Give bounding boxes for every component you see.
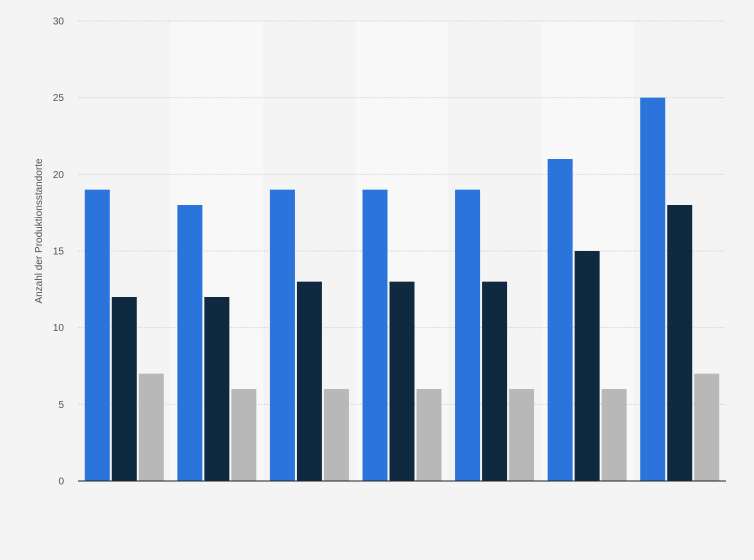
bars [84, 97, 720, 482]
y-axis-title: Anzahl der Produktionsstandorte [34, 158, 45, 304]
bar [231, 389, 257, 481]
y-axis-ticks: 0 5 10 15 20 25 30 [53, 17, 65, 488]
y-tick-label: 30 [53, 17, 65, 28]
bar [482, 281, 508, 481]
bar [84, 189, 110, 481]
bar [204, 297, 230, 481]
bar [416, 389, 442, 481]
bar [640, 97, 666, 482]
bar [177, 205, 203, 481]
bar [362, 189, 388, 481]
y-tick-label: 0 [58, 477, 64, 488]
bar [455, 189, 481, 481]
bar [389, 281, 415, 481]
bar [694, 373, 720, 481]
y-tick-label: 15 [53, 247, 65, 258]
bar [323, 389, 349, 481]
y-tick-label: 25 [53, 93, 65, 104]
y-tick-label: 5 [58, 400, 64, 411]
bar [574, 251, 600, 481]
y-tick-label: 10 [53, 323, 65, 334]
bar [111, 297, 137, 481]
y-tick-label: 20 [53, 170, 65, 181]
bar [509, 389, 535, 481]
bar [667, 205, 693, 481]
bar [547, 159, 573, 481]
bar [601, 389, 627, 481]
bar [296, 281, 322, 481]
bar [138, 373, 164, 481]
bar [269, 189, 295, 481]
